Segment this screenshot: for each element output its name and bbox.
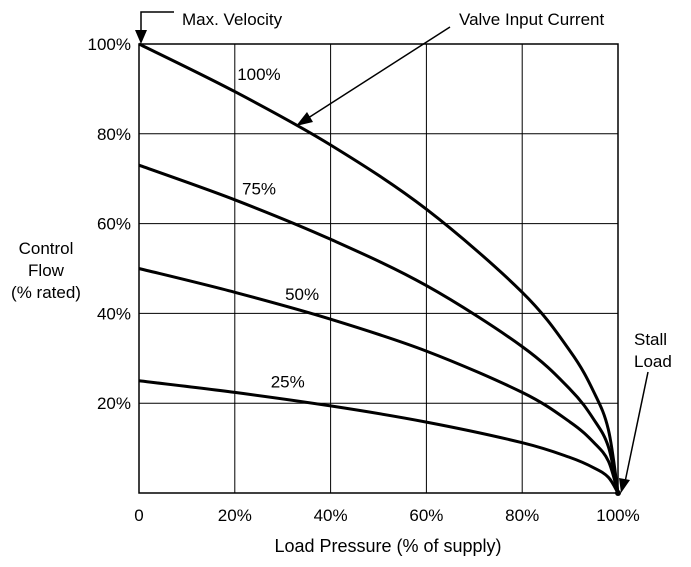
plot-frame: [138, 43, 619, 494]
curve-label: 75%: [242, 179, 276, 198]
curve-label: 25%: [271, 372, 305, 391]
valve-current-arrow: [304, 26, 451, 121]
curve-label: 50%: [285, 285, 319, 304]
x-tick-label: 80%: [505, 506, 539, 525]
curves: 100% 75% 50% 25%: [138, 42, 621, 496]
y-tick-label: 20%: [97, 394, 131, 413]
y-axis-label-line-2: Flow: [28, 261, 65, 280]
y-tick-label: 60%: [97, 215, 131, 234]
stall-point: [615, 490, 621, 496]
max-velocity-arrow: [140, 11, 174, 38]
curve-75pct: [138, 163, 620, 494]
y-axis-label-line-3: (% rated): [11, 283, 81, 302]
y-tick-label: 80%: [97, 125, 131, 144]
stall-load-arrowhead: [619, 478, 630, 493]
y-tick-label: 40%: [97, 304, 131, 323]
y-tick-label: 100%: [88, 35, 131, 54]
y-axis-label-line-1: Control: [19, 239, 74, 258]
valve-current-arrowhead: [296, 112, 313, 126]
grid: [139, 44, 618, 493]
stall-load-arrow: [624, 371, 649, 483]
max-velocity-arrowhead: [135, 30, 147, 44]
x-tick-label: 20%: [218, 506, 252, 525]
x-tick-label: 0: [134, 506, 143, 525]
load-label: Load: [634, 352, 672, 371]
x-axis-label: Load Pressure (% of supply): [274, 536, 501, 556]
y-tick-labels: 20% 40% 60% 80% 100%: [88, 35, 131, 413]
stall-label: Stall: [634, 330, 667, 349]
x-tick-label: 60%: [409, 506, 443, 525]
curve-25pct: [138, 379, 620, 494]
curve-100pct: [138, 42, 620, 494]
curve-label: 100%: [237, 65, 280, 84]
valve-input-current-label: Valve Input Current: [459, 10, 604, 29]
curve-50pct: [138, 267, 620, 494]
x-tick-label: 100%: [596, 506, 639, 525]
x-tick-label: 40%: [314, 506, 348, 525]
max-velocity-label: Max. Velocity: [182, 10, 283, 29]
x-tick-labels: 0 20% 40% 60% 80% 100%: [134, 506, 639, 525]
